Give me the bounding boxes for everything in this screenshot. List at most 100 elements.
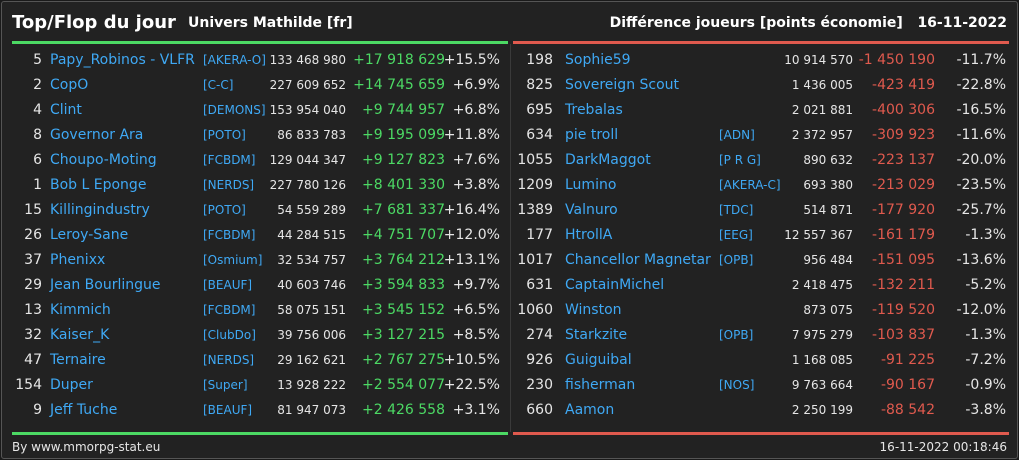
guild-link[interactable]: [AKERA-O]: [203, 53, 266, 67]
guild-link[interactable]: [DEMONS]: [203, 103, 266, 117]
player-link[interactable]: Kaiser_K: [50, 327, 110, 343]
table-row: 26 Leroy-Sane [FCBDM] 44 284 515 +4 751 707 +…: [2, 223, 508, 248]
difference-cell: +17 918 629: [353, 52, 445, 68]
table-row: 29 Jean Bourlingue [BEAUF] 40 603 746 +3 594…: [2, 273, 508, 298]
points-cell: 693 380: [803, 178, 853, 192]
player-link[interactable]: Papy_Robinos - VLFR: [50, 52, 195, 68]
points-cell: 13 928 222: [277, 378, 346, 392]
points-cell: 9 763 664: [791, 378, 853, 392]
guild-link[interactable]: [FCBDM]: [203, 303, 256, 317]
points-cell: 32 534 757: [277, 253, 346, 267]
player-link[interactable]: Trebalas: [565, 102, 623, 118]
player-link[interactable]: CaptainMichel: [565, 277, 665, 293]
guild-link[interactable]: [BEAUF]: [203, 403, 253, 417]
percent-cell: -22.8%: [956, 77, 1006, 93]
guild-link[interactable]: [OPB]: [719, 328, 754, 342]
guild-link[interactable]: [NOS]: [719, 378, 755, 392]
points-cell: 227 609 652: [269, 78, 346, 92]
difference-cell: -132 211: [872, 277, 935, 293]
percent-cell: -1.3%: [965, 327, 1006, 343]
rank-cell: 1209: [517, 177, 553, 193]
player-link[interactable]: DarkMaggot: [565, 152, 651, 168]
player-link[interactable]: Kimmich: [50, 302, 111, 318]
guild-link[interactable]: [FCBDM]: [203, 228, 256, 242]
player-link[interactable]: Sovereign Scout: [565, 77, 680, 93]
player-link[interactable]: Winston: [565, 302, 622, 318]
player-link[interactable]: Valnuro: [565, 202, 618, 218]
player-link[interactable]: Governor Ara: [50, 127, 144, 143]
player-link[interactable]: Choupo-Moting: [50, 152, 157, 168]
difference-cell: -177 920: [872, 202, 935, 218]
difference-cell: -223 137: [872, 152, 935, 168]
guild-link[interactable]: [AKERA-C]: [719, 178, 781, 192]
guild-link[interactable]: [TDC]: [719, 203, 754, 217]
points-cell: 514 871: [803, 203, 853, 217]
player-link[interactable]: pie troll: [565, 127, 619, 143]
player-link[interactable]: fisherman: [565, 377, 636, 393]
player-link[interactable]: CopO: [50, 77, 89, 93]
player-link[interactable]: Jeff Tuche: [50, 402, 118, 418]
player-link[interactable]: Sophie59: [565, 52, 631, 68]
player-link[interactable]: Clint: [50, 102, 82, 118]
guild-link[interactable]: [C-C]: [203, 78, 234, 92]
rank-cell: 1060: [517, 302, 553, 318]
guild-link[interactable]: [BEAUF]: [203, 278, 253, 292]
header-date: 16-11-2022: [917, 15, 1007, 31]
table-row: 198 Sophie59 10 914 570 -1 450 190 -11.7%: [513, 48, 1009, 73]
player-link[interactable]: Chancellor Magnetar: [565, 252, 711, 268]
top-bar-green: [12, 41, 508, 44]
points-cell: 2 021 881: [791, 103, 853, 117]
rank-cell: 230: [526, 377, 553, 393]
points-cell: 86 833 783: [277, 128, 346, 142]
table-row: 5 Papy_Robinos - VLFR [AKERA-O] 133 468 980…: [2, 48, 508, 73]
points-cell: 2 250 199: [791, 403, 853, 417]
table-row: 6 Choupo-Moting [FCBDM] 129 044 347 +9 127 8…: [2, 148, 508, 173]
footer-timestamp: 16-11-2022 00:18:46: [879, 440, 1007, 454]
guild-link[interactable]: [NERDS]: [203, 353, 255, 367]
percent-cell: +6.8%: [452, 102, 500, 118]
difference-cell: -91 225: [880, 352, 935, 368]
rank-cell: 1: [33, 177, 42, 193]
guild-link[interactable]: [POTO]: [203, 203, 246, 217]
player-link[interactable]: Lumino: [565, 177, 617, 193]
percent-cell: -20.0%: [956, 152, 1006, 168]
difference-cell: +9 127 823: [362, 152, 445, 168]
guild-link[interactable]: [EEG]: [719, 228, 753, 242]
player-link[interactable]: Ternaire: [50, 352, 106, 368]
player-link[interactable]: Leroy-Sane: [50, 227, 129, 243]
guild-link[interactable]: [Super]: [203, 378, 248, 392]
player-link[interactable]: Aamon: [565, 402, 615, 418]
player-link[interactable]: Duper: [50, 377, 93, 393]
percent-cell: +11.8%: [443, 127, 500, 143]
player-link[interactable]: Bob L Eponge: [50, 177, 147, 193]
player-link[interactable]: Killingindustry: [50, 202, 150, 218]
guild-link[interactable]: [ClubDo]: [203, 328, 256, 342]
table-row: 695 Trebalas 2 021 881 -400 306 -16.5%: [513, 98, 1009, 123]
percent-cell: -25.7%: [956, 202, 1006, 218]
table-row: 154 Duper [Super] 13 928 222 +2 554 077 +22.5…: [2, 373, 508, 398]
percent-cell: +6.5%: [452, 302, 500, 318]
difference-cell: +2 554 077: [362, 377, 445, 393]
player-link[interactable]: Jean Bourlingue: [50, 277, 161, 293]
percent-cell: -11.6%: [956, 127, 1006, 143]
player-link[interactable]: Guiguibal: [565, 352, 632, 368]
guild-link[interactable]: [P R G]: [719, 153, 761, 167]
guild-link[interactable]: [NERDS]: [203, 178, 255, 192]
header-right: Différence joueurs [points économie] 16-…: [610, 15, 1007, 31]
difference-cell: +3 545 152: [362, 302, 445, 318]
table-row: 634 pie troll [ADN] 2 372 957 -309 923 -11.6%: [513, 123, 1009, 148]
player-link[interactable]: HtrollA: [565, 227, 613, 243]
table-row: 1060 Winston 873 075 -119 520 -12.0%: [513, 298, 1009, 323]
percent-cell: -3.8%: [965, 402, 1006, 418]
guild-link[interactable]: [POTO]: [203, 128, 246, 142]
guild-link[interactable]: [FCBDM]: [203, 153, 256, 167]
difference-cell: -213 029: [872, 177, 935, 193]
player-link[interactable]: Starkzite: [565, 327, 628, 343]
difference-cell: -1 450 190: [858, 52, 935, 68]
guild-link[interactable]: [OPB]: [719, 253, 754, 267]
player-link[interactable]: Phenixx: [50, 252, 106, 268]
column-divider: [510, 44, 511, 432]
difference-cell: -161 179: [872, 227, 935, 243]
guild-link[interactable]: [Osmium]: [203, 253, 263, 267]
guild-link[interactable]: [ADN]: [719, 128, 755, 142]
